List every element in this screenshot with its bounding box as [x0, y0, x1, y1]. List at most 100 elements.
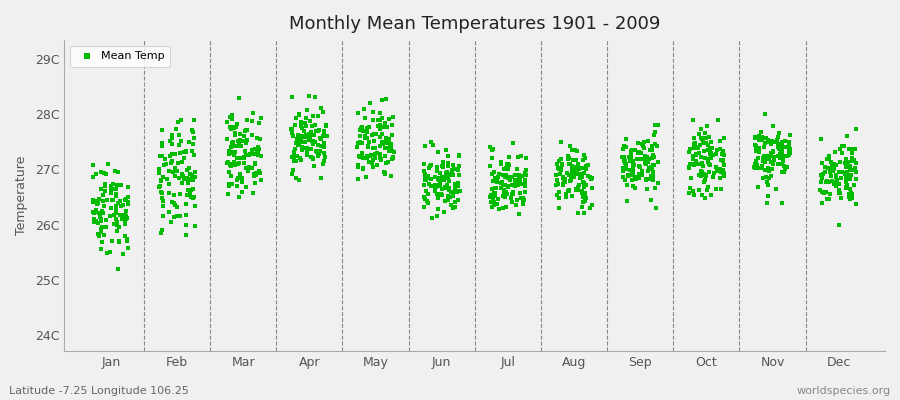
Mean Temp — [704, 150, 718, 156]
Mean Temp — [294, 147, 309, 154]
Mean Temp — [502, 174, 517, 180]
Mean Temp — [499, 165, 513, 172]
Mean Temp — [849, 168, 863, 175]
Mean Temp — [242, 164, 256, 170]
Mean Temp — [814, 199, 829, 206]
Mean Temp — [176, 180, 190, 186]
Mean Temp — [505, 174, 519, 181]
Mean Temp — [450, 189, 464, 195]
Mean Temp — [490, 178, 504, 185]
Mean Temp — [616, 146, 630, 152]
Mean Temp — [625, 176, 639, 183]
Mean Temp — [164, 160, 178, 166]
Mean Temp — [252, 169, 266, 175]
Mean Temp — [232, 170, 247, 177]
Mean Temp — [844, 149, 859, 156]
Mean Temp — [626, 161, 641, 168]
Mean Temp — [761, 167, 776, 174]
Mean Temp — [698, 177, 712, 184]
Mean Temp — [224, 140, 238, 146]
Mean Temp — [300, 144, 314, 151]
Mean Temp — [152, 166, 166, 172]
Mean Temp — [512, 178, 526, 184]
Mean Temp — [703, 146, 717, 152]
Mean Temp — [716, 166, 731, 173]
Mean Temp — [704, 154, 718, 161]
Mean Temp — [382, 140, 397, 147]
Mean Temp — [825, 167, 840, 174]
Mean Temp — [350, 144, 365, 150]
Mean Temp — [488, 185, 502, 191]
Mean Temp — [757, 152, 771, 159]
Mean Temp — [842, 159, 856, 165]
Mean Temp — [119, 208, 133, 214]
Mean Temp — [88, 209, 103, 216]
Mean Temp — [760, 153, 774, 159]
Mean Temp — [294, 133, 309, 140]
Mean Temp — [173, 191, 187, 197]
Mean Temp — [99, 223, 113, 230]
Mean Temp — [488, 176, 502, 182]
Mean Temp — [775, 199, 789, 206]
Mean Temp — [362, 159, 376, 166]
Mean Temp — [448, 181, 463, 188]
Mean Temp — [153, 183, 167, 189]
Mean Temp — [418, 188, 433, 194]
Mean Temp — [497, 190, 511, 197]
Mean Temp — [706, 174, 720, 180]
Mean Temp — [498, 182, 512, 188]
Mean Temp — [691, 172, 706, 178]
Mean Temp — [512, 211, 526, 217]
Mean Temp — [167, 202, 182, 208]
Mean Temp — [230, 175, 245, 182]
Mean Temp — [239, 164, 254, 171]
Mean Temp — [500, 191, 515, 197]
Mean Temp — [238, 152, 253, 158]
Mean Temp — [441, 160, 455, 166]
Mean Temp — [365, 117, 380, 123]
Mean Temp — [826, 166, 841, 173]
Mean Temp — [99, 217, 113, 223]
Mean Temp — [571, 184, 585, 190]
Mean Temp — [224, 143, 238, 150]
Mean Temp — [434, 177, 448, 184]
Mean Temp — [555, 181, 570, 188]
Mean Temp — [711, 117, 725, 123]
Mean Temp — [765, 149, 779, 156]
Mean Temp — [184, 126, 199, 133]
Mean Temp — [638, 156, 652, 163]
Mean Temp — [576, 178, 590, 185]
Mean Temp — [571, 184, 585, 190]
Mean Temp — [511, 176, 526, 183]
Mean Temp — [418, 143, 432, 150]
Mean Temp — [306, 140, 320, 147]
Mean Temp — [245, 147, 259, 153]
Mean Temp — [174, 117, 188, 123]
Mean Temp — [818, 169, 832, 175]
Mean Temp — [832, 180, 846, 187]
Mean Temp — [775, 146, 789, 152]
Mean Temp — [365, 145, 380, 152]
Mean Temp — [446, 172, 461, 178]
Mean Temp — [502, 177, 517, 184]
Mean Temp — [758, 111, 772, 118]
Mean Temp — [222, 148, 237, 155]
Mean Temp — [420, 198, 435, 204]
Mean Temp — [356, 166, 371, 172]
Mean Temp — [245, 118, 259, 124]
Mean Temp — [224, 116, 238, 122]
Mean Temp — [433, 180, 447, 187]
Mean Temp — [708, 151, 723, 158]
Mean Temp — [86, 174, 100, 180]
Mean Temp — [430, 175, 445, 182]
Mean Temp — [497, 187, 511, 193]
Mean Temp — [491, 178, 505, 184]
Mean Temp — [293, 132, 308, 139]
Mean Temp — [634, 168, 649, 175]
Mean Temp — [571, 210, 585, 216]
Mean Temp — [570, 170, 584, 176]
Mean Temp — [360, 125, 374, 132]
Mean Temp — [691, 145, 706, 151]
Mean Temp — [554, 165, 568, 172]
Mean Temp — [417, 168, 431, 174]
